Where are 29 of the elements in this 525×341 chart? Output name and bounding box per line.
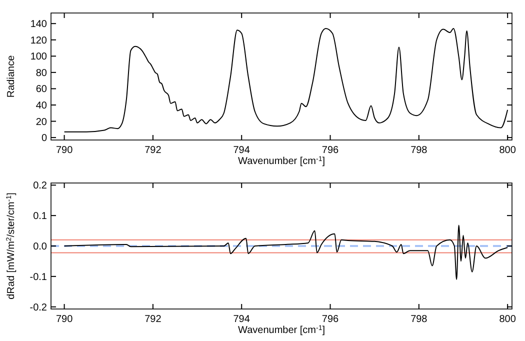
x-tick-label: 792	[144, 145, 162, 156]
y-axis-title: Radiance	[6, 54, 17, 98]
y-tick-label: 20	[36, 116, 48, 128]
line-series	[64, 28, 508, 132]
x-tick-label: 798	[410, 314, 428, 325]
x-axis-title: Wavenumber [cm$^{-1}$]	[238, 156, 326, 167]
y-tick-label: 120	[30, 35, 48, 46]
y-tick-label: 140	[30, 19, 48, 30]
x-tick-label: 794	[233, 145, 250, 156]
y-tick-label: 80	[36, 68, 48, 79]
x-tick-label: 796	[322, 145, 340, 156]
x-tick-label: 794	[233, 314, 250, 325]
y-tick-label: 100	[30, 52, 48, 63]
x-axis-title: Wavenumber [cm$^{-1}$]	[238, 324, 326, 336]
y-tick-label: -0.1	[30, 272, 48, 283]
x-tick-label: 790	[56, 145, 74, 156]
y-tick-label: -0.2	[30, 302, 48, 314]
x-tick-label: 798	[410, 145, 428, 156]
x-tick-label: 790	[56, 314, 74, 325]
y-tick-label: 0	[41, 133, 48, 144]
x-tick-label: 800	[499, 145, 516, 156]
x-tick-label: 796	[322, 314, 340, 325]
y-tick-label: 0.1	[33, 211, 48, 222]
y-tick-label: 60	[36, 84, 48, 96]
y-tick-label: 0.2	[33, 180, 48, 192]
y-tick-label: 40	[36, 100, 48, 112]
y-tick-label: 0.0	[33, 242, 48, 252]
x-tick-label: 792	[144, 314, 162, 325]
x-tick-label: 800	[499, 314, 516, 325]
